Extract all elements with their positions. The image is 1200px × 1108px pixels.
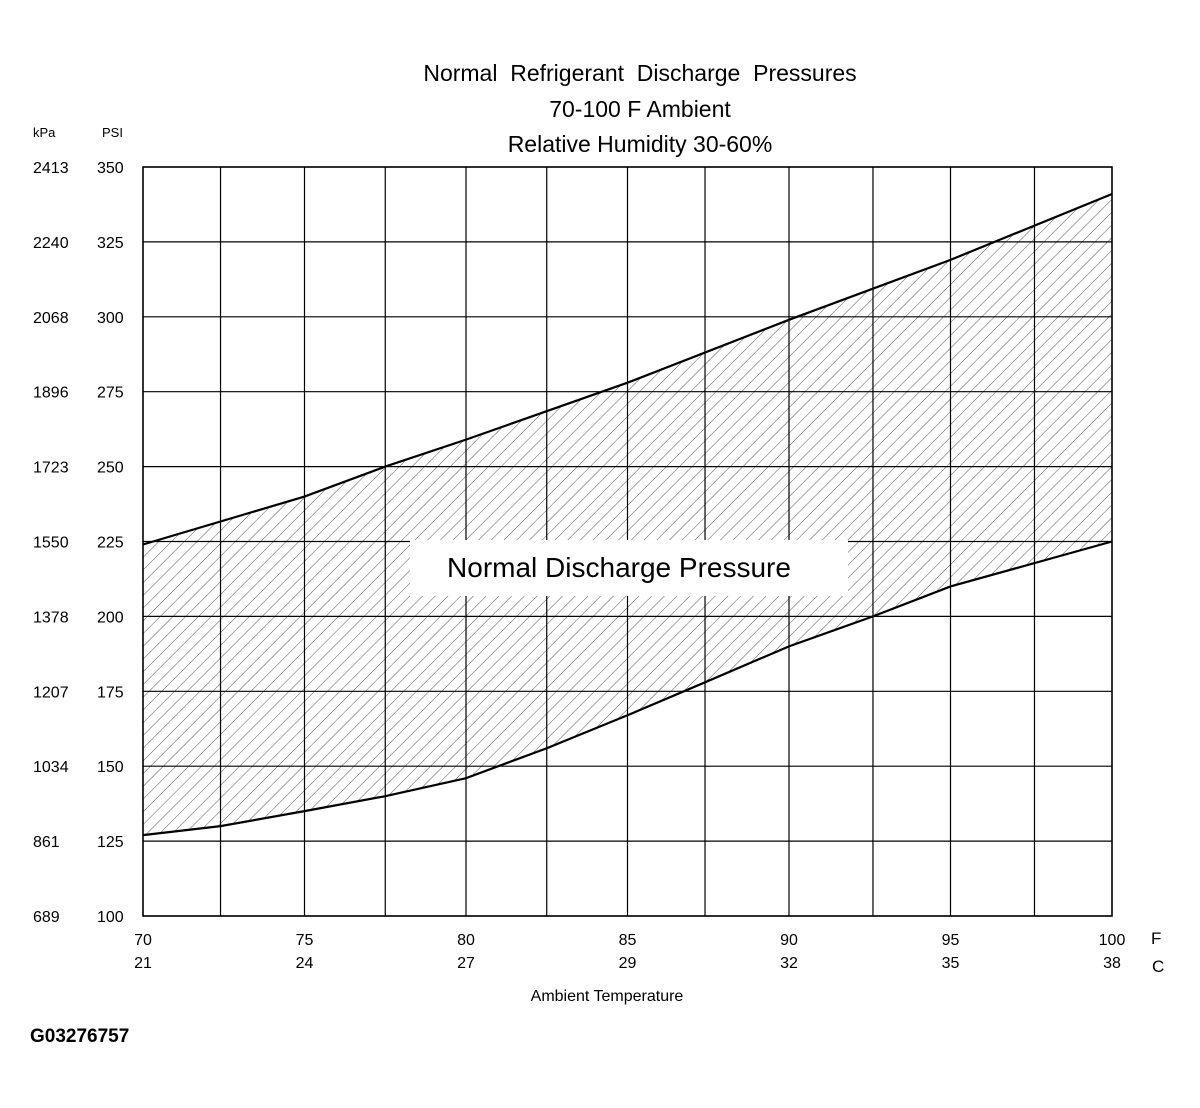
x-tick-c-35: 35: [942, 955, 960, 972]
y-tick-kpa-689: 689: [33, 909, 60, 926]
x-tick-f-95: 95: [942, 932, 960, 949]
y-tick-psi-150: 150: [97, 759, 124, 776]
y-tick-psi-125: 125: [97, 834, 124, 851]
y-tick-psi-225: 225: [97, 535, 124, 552]
y-tick-kpa-1896: 1896: [33, 385, 69, 402]
x-unit-c: C: [1152, 957, 1164, 976]
x-axis-label: Ambient Temperature: [531, 988, 684, 1005]
y-tick-kpa-2068: 2068: [33, 310, 69, 327]
y-tick-kpa-1723: 1723: [33, 460, 69, 477]
x-tick-c-38: 38: [1103, 955, 1121, 972]
y-tick-psi-175: 175: [97, 684, 124, 701]
band-label: Normal Discharge Pressure: [447, 552, 791, 583]
x-tick-f-70: 70: [134, 932, 152, 949]
tick-labels: 689 100 861 125 1034 150 1207 175 1378 200 1550 225…: [33, 160, 1125, 972]
x-tick-f-80: 80: [457, 932, 475, 949]
chart-title-line-3: Relative Humidity 30-60%: [507, 131, 773, 157]
y-tick-kpa-2413: 2413: [33, 160, 69, 177]
curves: [142, 192, 1113, 837]
y-tick-psi-275: 275: [97, 385, 124, 402]
y-tick-kpa-1207: 1207: [33, 684, 69, 701]
x-tick-f-75: 75: [296, 932, 314, 949]
band-label-group: Normal Discharge Pressure: [410, 540, 848, 596]
figure-code: G03276757: [30, 1026, 130, 1047]
y-tick-kpa-1378: 1378: [33, 609, 69, 626]
y-tick-psi-250: 250: [97, 460, 124, 477]
x-tick-f-100: 100: [1099, 932, 1126, 949]
upper-curve: [142, 192, 1113, 546]
x-tick-c-24: 24: [296, 955, 314, 972]
y-tick-psi-300: 300: [97, 310, 124, 327]
y-tick-psi-100: 100: [97, 909, 124, 926]
x-tick-f-85: 85: [619, 932, 637, 949]
y-tick-kpa-2240: 2240: [33, 235, 69, 252]
y-tick-psi-325: 325: [97, 235, 124, 252]
y-unit-psi: PSI: [102, 125, 123, 140]
y-tick-kpa-1550: 1550: [33, 535, 69, 552]
x-tick-c-21: 21: [134, 955, 152, 972]
lower-curve: [142, 540, 1113, 837]
x-unit-f: F: [1151, 929, 1161, 948]
y-tick-kpa-1034: 1034: [33, 759, 69, 776]
chart-title-line-2: 70-100 F Ambient: [549, 96, 731, 122]
chart-title-line-1: Normal Refrigerant Discharge Pressures: [423, 60, 857, 86]
band-label-background: [410, 540, 848, 596]
y-tick-psi-350: 350: [97, 160, 124, 177]
y-tick-psi-200: 200: [97, 609, 124, 626]
y-unit-kpa: kPa: [33, 125, 56, 140]
y-tick-kpa-861: 861: [33, 834, 60, 851]
x-tick-c-29: 29: [619, 955, 637, 972]
x-tick-c-32: 32: [780, 955, 798, 972]
x-tick-c-27: 27: [457, 955, 475, 972]
x-tick-f-90: 90: [780, 932, 798, 949]
